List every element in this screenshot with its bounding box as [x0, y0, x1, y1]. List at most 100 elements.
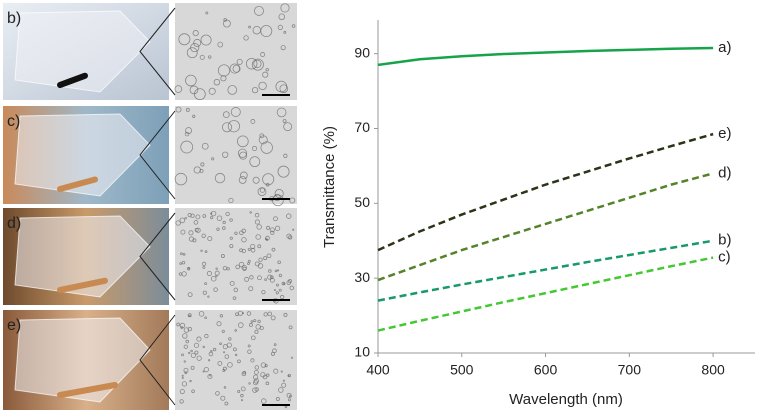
particle [208, 351, 214, 357]
particle [185, 74, 197, 87]
particle [277, 165, 290, 178]
particle [244, 276, 250, 282]
particle [215, 391, 220, 396]
particle [247, 344, 251, 348]
holder [57, 277, 108, 293]
particle [191, 389, 195, 394]
particle [179, 217, 186, 224]
particle [190, 349, 193, 353]
particle [217, 41, 224, 48]
particle [194, 350, 199, 355]
particle [274, 269, 278, 273]
particle [266, 373, 270, 377]
particle [265, 68, 269, 72]
particle [253, 319, 257, 323]
particle [289, 197, 296, 204]
particle [264, 278, 267, 281]
particle [222, 151, 229, 158]
particle [208, 87, 216, 95]
particle [185, 127, 193, 135]
particle [283, 153, 288, 158]
particle [216, 227, 220, 231]
particle [239, 151, 248, 160]
particle [273, 368, 279, 374]
particle [175, 220, 181, 226]
particle [207, 295, 210, 298]
particle [281, 281, 286, 286]
particle [264, 364, 268, 368]
y-axis-label: Transmittance (%) [321, 126, 338, 248]
particle [193, 342, 200, 348]
particle [201, 261, 207, 266]
holder [57, 382, 118, 398]
particle [202, 214, 207, 218]
particle [282, 119, 287, 123]
particle [292, 228, 295, 231]
particle [209, 374, 212, 377]
particle [198, 311, 205, 317]
particle [236, 58, 243, 65]
particle [201, 233, 206, 238]
particle [195, 227, 201, 233]
particle [219, 314, 224, 318]
particle [183, 360, 186, 363]
particle [269, 275, 274, 280]
y-tick-label: 30 [354, 269, 370, 285]
particle [240, 393, 244, 398]
particle [252, 387, 258, 393]
particle [274, 225, 281, 231]
particle [199, 169, 204, 174]
particle [282, 379, 285, 382]
particle [254, 219, 260, 225]
particle [250, 335, 256, 341]
particle [202, 265, 206, 269]
particle [271, 247, 276, 252]
particle [212, 347, 217, 352]
particle [247, 349, 252, 354]
particle [280, 3, 290, 13]
particle [227, 362, 233, 368]
particle [196, 355, 202, 361]
particle [223, 351, 226, 354]
particle [192, 30, 199, 37]
particle [273, 289, 276, 292]
particle [270, 315, 276, 321]
particle [267, 274, 273, 280]
particle [237, 322, 244, 328]
particle [257, 319, 261, 324]
particle [192, 238, 197, 243]
particle [180, 252, 183, 256]
particle [283, 312, 288, 317]
particle [180, 140, 194, 154]
particle [222, 369, 226, 372]
particle [213, 78, 221, 86]
particle [228, 337, 232, 341]
particle [237, 390, 241, 394]
particle [273, 343, 277, 346]
particle [237, 148, 248, 158]
particle [182, 253, 186, 256]
particle [232, 347, 237, 352]
particle [210, 216, 214, 220]
particle [202, 290, 207, 295]
particle [254, 212, 260, 218]
particle [224, 401, 229, 406]
particle [192, 114, 196, 118]
particle [184, 216, 187, 220]
particle [185, 107, 190, 112]
particle [233, 287, 239, 293]
particle [217, 361, 223, 366]
x-tick-label: 700 [618, 362, 642, 378]
particle [266, 253, 272, 259]
panel-label: d) [7, 215, 21, 232]
particle [185, 339, 189, 344]
panel-label: c) [7, 113, 20, 130]
particle [243, 35, 249, 41]
particle [190, 352, 196, 358]
particle [222, 122, 233, 133]
particle [272, 348, 277, 354]
particle [208, 359, 211, 362]
particle [203, 366, 209, 373]
particle [182, 333, 188, 339]
